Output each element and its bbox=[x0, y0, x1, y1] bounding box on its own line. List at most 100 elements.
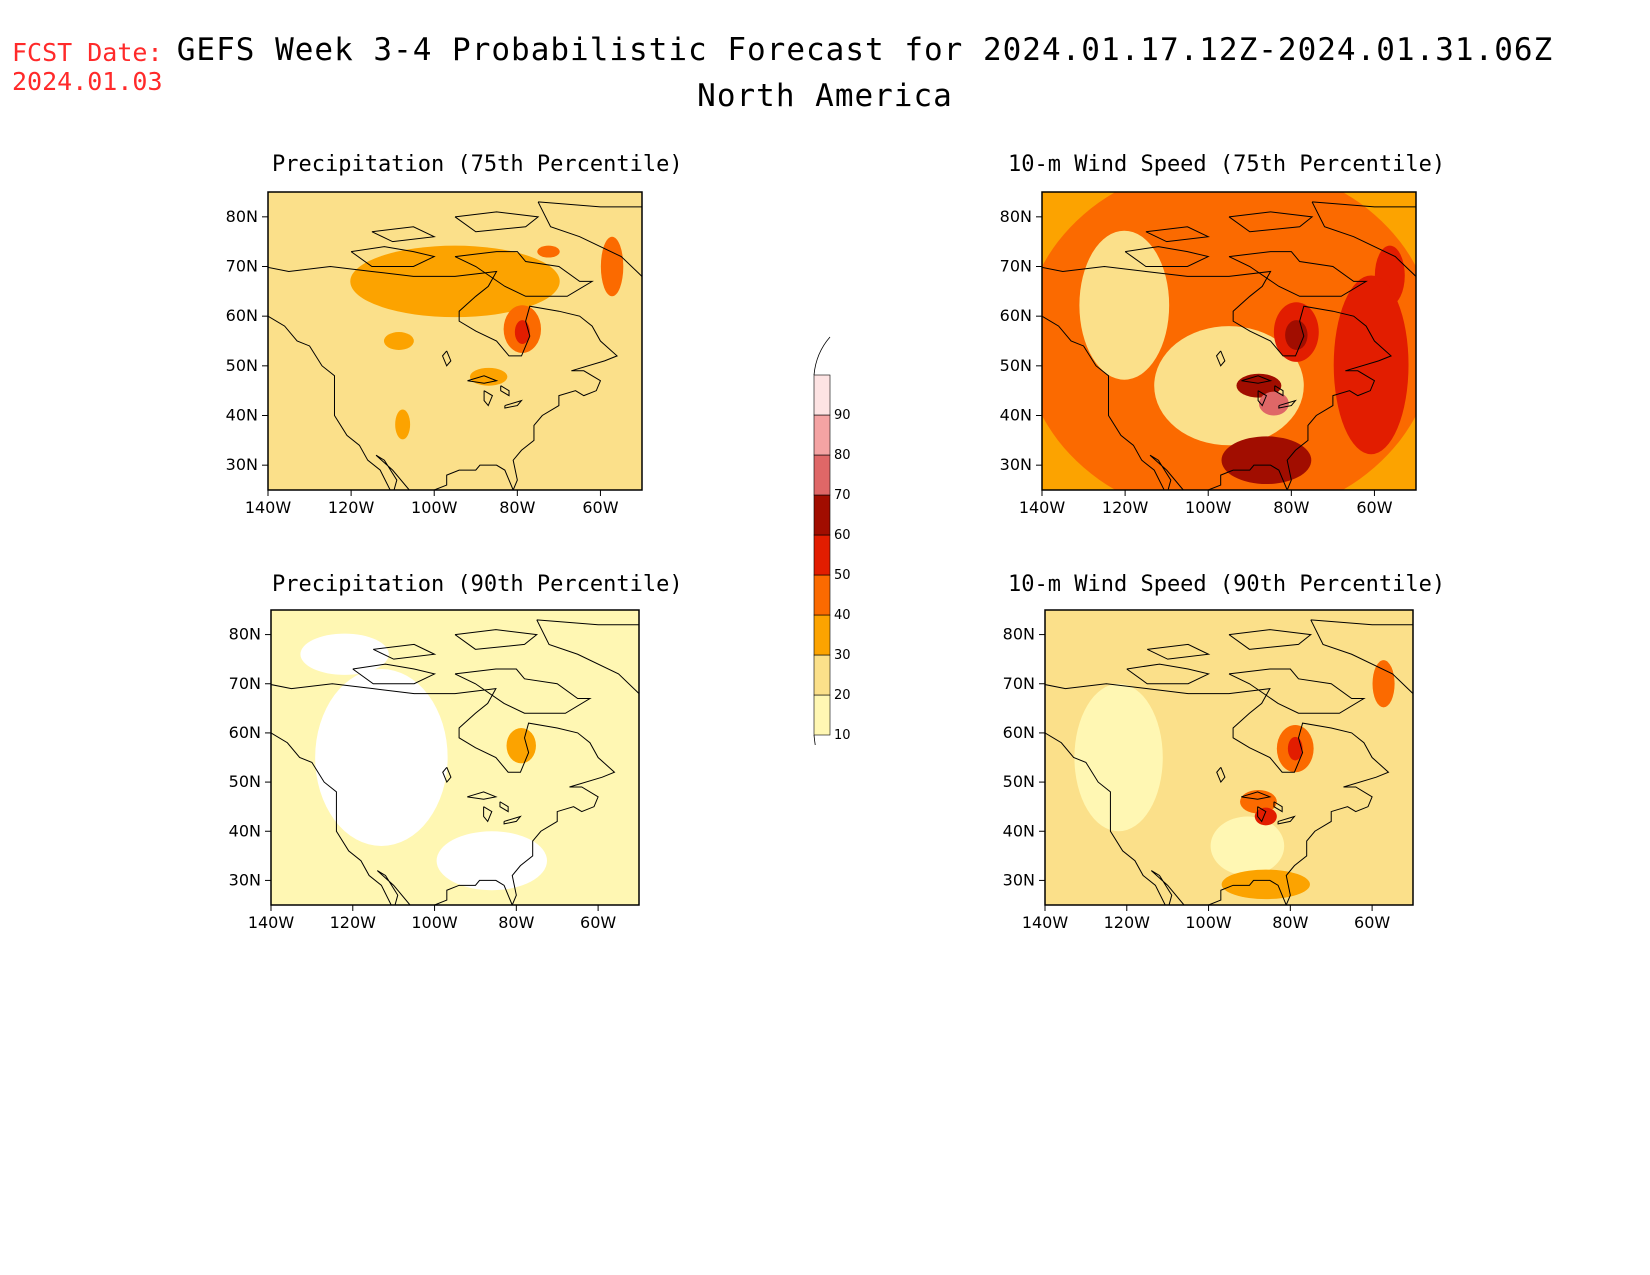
lat-label: 50N bbox=[229, 772, 261, 791]
lon-label: 60W bbox=[1354, 913, 1390, 932]
panel-title-wind-75: 10-m Wind Speed (75th Percentile) bbox=[1008, 152, 1446, 177]
map-field bbox=[1042, 192, 1416, 490]
colorbar-label: 70 bbox=[834, 488, 851, 503]
lat-label: 30N bbox=[1000, 455, 1032, 474]
probability-contour bbox=[1045, 610, 1413, 905]
island-outline bbox=[1147, 643, 1211, 660]
lon-label: 80W bbox=[498, 913, 534, 932]
colorbar-segment bbox=[813, 454, 831, 496]
lake-outline bbox=[1216, 767, 1226, 784]
lat-label: 80N bbox=[1000, 207, 1032, 226]
lat-label: 40N bbox=[1000, 406, 1032, 425]
colorbar: 10 20 30 40 50 60 70 80 90 bbox=[813, 336, 851, 745]
colorbar-label: 90 bbox=[834, 408, 851, 423]
probability-contour bbox=[383, 332, 414, 350]
lon-label: 120W bbox=[330, 913, 377, 932]
island-outline bbox=[1228, 629, 1313, 650]
map-frame bbox=[270, 609, 640, 906]
lon-label: 80W bbox=[499, 498, 535, 517]
probability-contour bbox=[1339, 733, 1399, 852]
colorbar-segment bbox=[813, 654, 831, 696]
colorbar-label: 10 bbox=[834, 728, 851, 743]
field-background bbox=[268, 192, 642, 490]
coastlines bbox=[268, 201, 642, 490]
lon-label: 120W bbox=[328, 498, 375, 517]
lat-label: 80N bbox=[1003, 625, 1035, 644]
lake-outline bbox=[483, 806, 493, 823]
island-outline bbox=[454, 251, 594, 297]
probability-contour bbox=[1333, 275, 1409, 455]
probability-contour bbox=[1221, 869, 1310, 900]
island-outline bbox=[1126, 663, 1211, 685]
lat-label: 80N bbox=[229, 625, 261, 644]
probability-contour bbox=[1236, 373, 1282, 398]
colorbar-label: 40 bbox=[834, 608, 851, 623]
lat-label: 70N bbox=[1003, 674, 1035, 693]
probability-contour bbox=[1372, 660, 1395, 708]
probability-contour bbox=[395, 409, 411, 440]
lon-label: 100W bbox=[1185, 913, 1232, 932]
colorbar-segment bbox=[813, 534, 831, 576]
coastline bbox=[1045, 683, 1390, 905]
colorbar-segment bbox=[813, 414, 831, 456]
probability-contour bbox=[1254, 807, 1277, 826]
lake-outline bbox=[1241, 791, 1272, 800]
lon-label: 100W bbox=[411, 498, 458, 517]
lat-label: 40N bbox=[226, 406, 258, 425]
lat-label: 60N bbox=[1000, 306, 1032, 325]
lon-label: 140W bbox=[248, 913, 295, 932]
figure-title: GEFS Week 3-4 Probabilistic Forecast for… bbox=[176, 32, 1554, 68]
probability-contour bbox=[1221, 436, 1312, 485]
lat-label: 40N bbox=[229, 821, 261, 840]
lat-label: 50N bbox=[1003, 772, 1035, 791]
island-outline bbox=[352, 663, 437, 685]
probability-contour bbox=[350, 245, 560, 318]
lon-label: 100W bbox=[411, 913, 458, 932]
probability-contour bbox=[436, 831, 547, 891]
colorbar-bottom-cap bbox=[813, 734, 816, 745]
map-frame bbox=[1044, 609, 1414, 906]
map-field bbox=[271, 610, 639, 905]
lon-label: 60W bbox=[1356, 498, 1392, 517]
island-outline bbox=[373, 643, 437, 660]
lat-label: 60N bbox=[226, 306, 258, 325]
probability-contour bbox=[1079, 230, 1170, 380]
colorbar-segment bbox=[813, 494, 831, 536]
probability-contour bbox=[1210, 816, 1285, 876]
lake-outline bbox=[483, 390, 494, 407]
coastline bbox=[268, 265, 619, 490]
island-outline bbox=[1124, 246, 1210, 267]
island-outline bbox=[1228, 211, 1314, 233]
lake-outline bbox=[467, 791, 498, 800]
island-outline bbox=[536, 619, 639, 695]
panel-title-precip-75: Precipitation (75th Percentile) bbox=[272, 152, 683, 177]
lat-label: 80N bbox=[226, 207, 258, 226]
lon-label: 120W bbox=[1104, 913, 1151, 932]
lat-label: 60N bbox=[1003, 723, 1035, 742]
colorbar-top-cap bbox=[813, 336, 831, 376]
lat-label: 40N bbox=[1003, 821, 1035, 840]
island-outline bbox=[537, 201, 642, 278]
lake-outline bbox=[1273, 801, 1283, 813]
probability-contour bbox=[514, 320, 530, 344]
panel-title-precip-90: Precipitation (90th Percentile) bbox=[272, 572, 683, 597]
island-outline bbox=[1228, 668, 1366, 714]
lake-outline bbox=[441, 350, 452, 367]
coastlines bbox=[1042, 201, 1416, 490]
colorbar-label: 50 bbox=[834, 568, 851, 583]
island-outline bbox=[1311, 201, 1416, 278]
lake-outline bbox=[467, 375, 499, 384]
forecast-date-label: FCST Date: bbox=[12, 38, 163, 67]
colorbar-segment bbox=[813, 574, 831, 616]
colorbar-label: 80 bbox=[834, 448, 851, 463]
map-frame bbox=[1041, 191, 1417, 491]
lake-outline bbox=[1241, 375, 1273, 384]
lake-outline bbox=[1277, 815, 1296, 825]
lon-label: 140W bbox=[1019, 498, 1066, 517]
coastline bbox=[271, 683, 616, 905]
lake-outline bbox=[499, 801, 509, 813]
island-outline bbox=[350, 246, 436, 267]
probability-contour bbox=[385, 804, 415, 841]
colorbar-label: 30 bbox=[834, 648, 851, 663]
